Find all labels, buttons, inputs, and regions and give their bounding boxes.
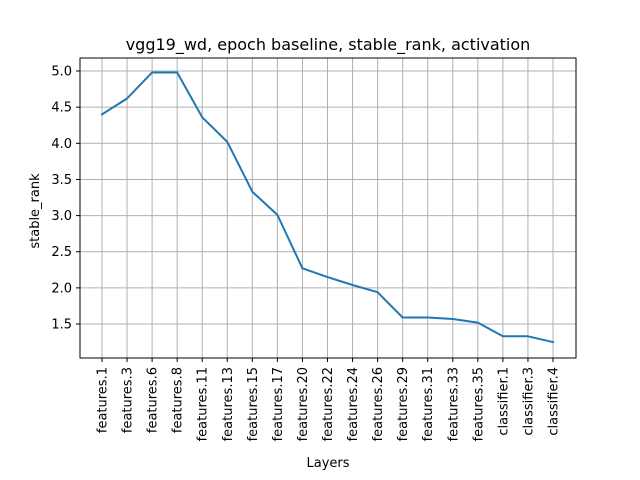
x-tick-label: features.20 bbox=[296, 367, 311, 441]
x-tick-label: features.8 bbox=[171, 367, 186, 433]
x-tick-label: features.31 bbox=[421, 367, 436, 441]
x-tick-label: features.35 bbox=[471, 367, 486, 441]
y-tick-label: 1.5 bbox=[51, 318, 72, 333]
x-tick-label: classifier.4 bbox=[547, 367, 562, 436]
x-tick-label: features.11 bbox=[196, 367, 211, 441]
y-tick-label: 3.5 bbox=[51, 173, 72, 188]
x-tick-label: features.6 bbox=[146, 367, 161, 433]
x-tick-label: features.13 bbox=[221, 367, 236, 441]
x-tick-label: features.29 bbox=[396, 367, 411, 441]
x-axis-ticks: features.1 features.3 features.6 features.8… bbox=[96, 358, 562, 441]
chart-title: vgg19_wd, epoch baseline, stable_rank, a… bbox=[126, 35, 531, 55]
y-axis-label: stable_rank bbox=[28, 173, 43, 249]
grid bbox=[80, 58, 576, 358]
y-tick-label: 5.0 bbox=[51, 65, 72, 80]
x-tick-label: classifier.3 bbox=[521, 367, 536, 436]
y-tick-label: 3.0 bbox=[51, 209, 72, 224]
series bbox=[100, 71, 555, 344]
x-axis-label: Layers bbox=[306, 456, 349, 471]
y-axis-ticks: 1.5 2.0 2.5 3.0 3.5 4.0 4.5 5.0 bbox=[51, 65, 80, 333]
x-tick-label: features.26 bbox=[371, 367, 386, 441]
x-tick-label: features.3 bbox=[121, 367, 136, 433]
x-tick-label: features.33 bbox=[446, 367, 461, 441]
x-tick-label: features.1 bbox=[96, 367, 111, 433]
y-tick-label: 2.5 bbox=[51, 245, 72, 260]
x-tick-label: features.22 bbox=[321, 367, 336, 441]
x-tick-label: features.17 bbox=[271, 367, 286, 441]
x-tick-label: features.24 bbox=[346, 367, 361, 441]
x-tick-label: classifier.1 bbox=[496, 367, 511, 436]
x-tick-label: features.15 bbox=[246, 367, 261, 441]
y-tick-label: 4.5 bbox=[51, 101, 72, 116]
y-tick-label: 4.0 bbox=[51, 137, 72, 152]
y-tick-label: 2.0 bbox=[51, 281, 72, 296]
